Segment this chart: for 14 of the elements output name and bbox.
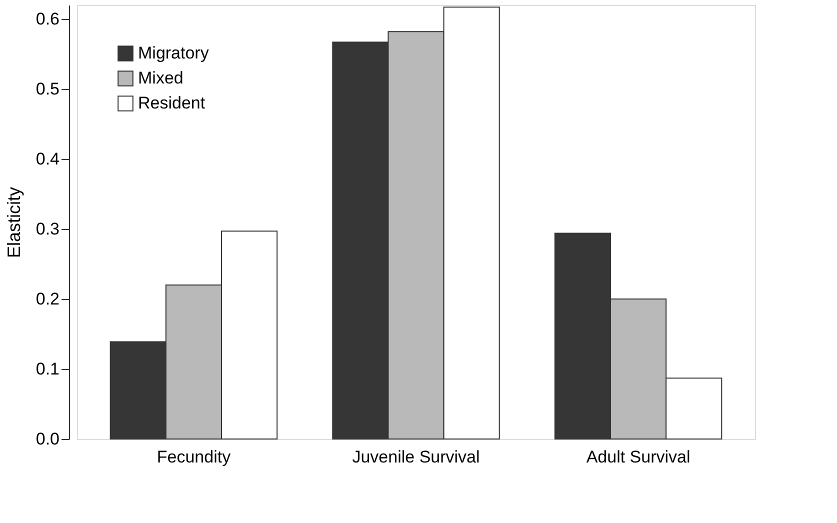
legend-label: Migratory (138, 44, 210, 62)
y-tick-label: 0.2 (36, 290, 60, 308)
x-tick-label: Fecundity (156, 448, 232, 466)
y-tick-label: 0.0 (36, 430, 60, 448)
x-tick-label: Juvenile Survival (352, 448, 480, 466)
y-tick-label: 0.6 (36, 10, 60, 28)
y-axis-title: Elasticity (4, 186, 24, 258)
y-tick-label: 0.1 (36, 360, 60, 378)
y-tick-label: 0.4 (36, 150, 60, 168)
y-tick-label: 0.5 (36, 80, 60, 98)
legend-label: Resident (138, 94, 206, 112)
legend-label: Mixed (138, 68, 184, 88)
x-tick-label: Adult Survival (586, 448, 690, 466)
y-tick-label: 0.3 (36, 220, 60, 238)
